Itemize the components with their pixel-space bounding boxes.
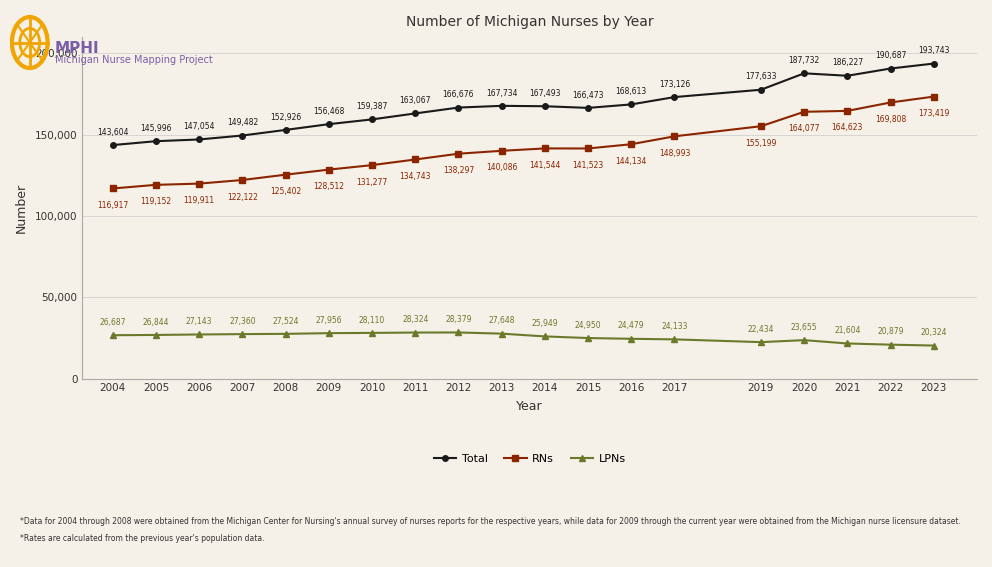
Text: 167,493: 167,493 (529, 89, 560, 98)
Text: 190,687: 190,687 (875, 51, 907, 60)
Text: 193,743: 193,743 (918, 46, 949, 55)
Text: 138,297: 138,297 (442, 166, 474, 175)
Text: 27,360: 27,360 (229, 317, 256, 326)
Text: 164,623: 164,623 (831, 124, 863, 133)
Text: 134,743: 134,743 (400, 172, 431, 181)
Text: 149,482: 149,482 (227, 118, 258, 127)
Title: Number of Michigan Nurses by Year: Number of Michigan Nurses by Year (406, 15, 654, 29)
Text: 166,473: 166,473 (572, 91, 604, 100)
Text: 25,949: 25,949 (532, 319, 558, 328)
Text: 27,524: 27,524 (272, 316, 299, 325)
X-axis label: Year: Year (517, 400, 543, 413)
Text: 187,732: 187,732 (789, 56, 819, 65)
Text: 27,648: 27,648 (488, 316, 515, 325)
Text: 167,734: 167,734 (486, 88, 518, 98)
Text: *Rates are calculated from the previous year's population data.: *Rates are calculated from the previous … (20, 535, 264, 544)
Text: 24,133: 24,133 (662, 322, 687, 331)
Text: 156,468: 156,468 (313, 107, 344, 116)
Text: 28,379: 28,379 (445, 315, 471, 324)
Text: 125,402: 125,402 (270, 187, 302, 196)
Y-axis label: Number: Number (15, 183, 28, 233)
Text: 152,926: 152,926 (270, 113, 302, 121)
Text: 116,917: 116,917 (97, 201, 128, 210)
Text: 144,134: 144,134 (616, 156, 647, 166)
Legend: Total, RNs, LPNs: Total, RNs, LPNs (430, 450, 630, 469)
Text: 122,122: 122,122 (227, 193, 258, 201)
Text: 20,879: 20,879 (877, 327, 904, 336)
Text: 27,956: 27,956 (315, 316, 342, 325)
Text: 23,655: 23,655 (791, 323, 817, 332)
Text: 28,110: 28,110 (359, 316, 385, 324)
Text: 128,512: 128,512 (313, 182, 344, 191)
Text: 26,687: 26,687 (99, 318, 126, 327)
Text: 159,387: 159,387 (356, 102, 388, 111)
Text: 141,544: 141,544 (529, 161, 560, 170)
Text: Michigan Nurse Mapping Project: Michigan Nurse Mapping Project (55, 54, 212, 65)
Text: 177,633: 177,633 (745, 73, 777, 82)
Text: 155,199: 155,199 (745, 139, 777, 148)
Text: 169,808: 169,808 (875, 115, 907, 124)
Text: 28,324: 28,324 (402, 315, 429, 324)
Text: 148,993: 148,993 (659, 149, 690, 158)
Text: 27,143: 27,143 (186, 317, 212, 326)
Text: *Data for 2004 through 2008 were obtained from the Michigan Center for Nursing's: *Data for 2004 through 2008 were obtaine… (20, 518, 960, 527)
Text: 21,604: 21,604 (834, 326, 861, 335)
Text: 163,067: 163,067 (400, 96, 431, 105)
Text: 166,676: 166,676 (442, 90, 474, 99)
Text: 173,419: 173,419 (919, 109, 949, 118)
Text: 119,911: 119,911 (184, 196, 214, 205)
Text: 26,844: 26,844 (143, 318, 170, 327)
Text: 141,523: 141,523 (572, 161, 604, 170)
Text: 143,604: 143,604 (97, 128, 128, 137)
Text: 164,077: 164,077 (789, 124, 819, 133)
Text: 20,324: 20,324 (921, 328, 947, 337)
Text: MPHI: MPHI (55, 41, 99, 56)
Text: 24,479: 24,479 (618, 321, 645, 331)
Text: 145,996: 145,996 (140, 124, 172, 133)
Text: 147,054: 147,054 (184, 122, 215, 131)
Text: 140,086: 140,086 (486, 163, 517, 172)
Text: 24,950: 24,950 (574, 321, 601, 329)
Text: 119,152: 119,152 (140, 197, 172, 206)
Text: 22,434: 22,434 (748, 325, 774, 334)
Text: 168,613: 168,613 (616, 87, 647, 96)
Text: 186,227: 186,227 (831, 58, 863, 67)
Text: 173,126: 173,126 (659, 80, 690, 89)
Text: 131,277: 131,277 (356, 177, 388, 187)
